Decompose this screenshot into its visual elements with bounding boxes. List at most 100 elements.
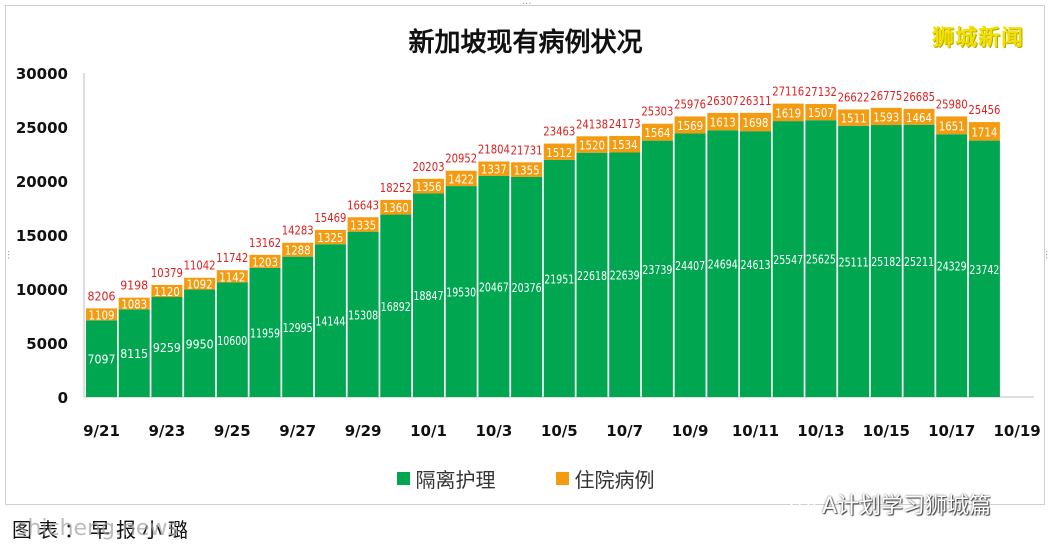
bar-hospitalized — [151, 284, 183, 298]
bar-hospitalized — [413, 178, 444, 194]
data-label-total: 15469 — [314, 211, 346, 225]
data-label-hospitalized: 1360 — [383, 201, 409, 215]
bar-hospitalized — [86, 308, 117, 321]
x-tick-label: 10/9 — [672, 422, 709, 440]
bar-isolation — [543, 159, 575, 397]
data-label-isolation: 19530 — [446, 286, 476, 300]
bar-isolation — [380, 214, 412, 397]
bar-isolation — [772, 121, 804, 397]
bar-isolation — [511, 176, 543, 397]
data-label-isolation: 9259 — [153, 341, 181, 355]
image-caption: 图表：早报小璐 — [12, 518, 194, 542]
data-label-hospitalized: 1520 — [579, 139, 605, 153]
wechat-watermark: A计划学习狮城篇 — [790, 488, 991, 520]
data-label-isolation: 22618 — [577, 269, 607, 283]
x-tick-label: 9/27 — [279, 422, 316, 440]
data-label-isolation: 16892 — [381, 300, 411, 314]
data-label-hospitalized: 1109 — [89, 308, 115, 322]
bar-hospitalized — [511, 162, 543, 177]
data-label-total: 25303 — [641, 105, 673, 119]
data-label-isolation: 25625 — [806, 253, 836, 267]
data-label-isolation: 22639 — [610, 269, 640, 283]
x-tick-label: 9/23 — [149, 422, 186, 440]
bar-isolation — [347, 231, 379, 397]
legend: 隔离护理 住院病例 — [0, 464, 1051, 493]
bar-isolation — [86, 320, 117, 397]
data-label-isolation: 25547 — [773, 253, 803, 267]
y-tick-label: 25000 — [16, 119, 68, 137]
bar-hospitalized — [576, 136, 608, 153]
data-label-total: 10379 — [151, 266, 183, 280]
bar-isolation — [609, 152, 641, 397]
legend-label-isolation: 隔离护理 — [415, 468, 496, 492]
y-tick-label: 20000 — [16, 173, 68, 191]
bar-hospitalized — [838, 109, 870, 126]
watermark-logo-text: 狮城新闻 — [932, 26, 1025, 51]
caption-overlay-watermark: shicheng.news — [16, 516, 179, 541]
resize-handle-right[interactable]: ··· — [1040, 250, 1051, 260]
data-label-total: 26307 — [707, 94, 739, 108]
x-tick-label: 10/17 — [928, 422, 975, 440]
data-label-hospitalized: 1507 — [808, 106, 834, 120]
data-label-hospitalized: 1120 — [154, 285, 180, 299]
bar-isolation — [478, 175, 510, 397]
data-label-hospitalized: 1593 — [873, 110, 899, 124]
bar-isolation — [903, 124, 935, 398]
data-label-hospitalized: 1613 — [710, 116, 736, 130]
data-label-hospitalized: 1092 — [187, 278, 213, 292]
bar-hospitalized — [805, 103, 837, 121]
data-label-hospitalized: 1337 — [481, 163, 507, 177]
bar-isolation — [282, 256, 314, 397]
x-tick-label: 10/13 — [797, 422, 844, 440]
bar-isolation — [740, 131, 771, 397]
bar-hospitalized — [740, 112, 771, 132]
bar-isolation — [576, 152, 608, 397]
data-label-total: 13162 — [249, 236, 281, 250]
data-label-total: 26685 — [903, 90, 935, 104]
data-label-isolation: 14144 — [315, 315, 345, 329]
data-label-hospitalized: 1511 — [841, 112, 867, 126]
data-label-hospitalized: 1203 — [252, 255, 278, 269]
y-tick-label: 10000 — [16, 281, 68, 299]
data-label-total: 24173 — [609, 117, 641, 131]
x-tick-label: 10/15 — [863, 422, 910, 440]
data-label-total: 25980 — [936, 97, 968, 111]
legend-item-isolation: 隔离护理 — [396, 464, 496, 493]
data-label-isolation: 20467 — [479, 280, 509, 294]
bar-isolation — [674, 133, 706, 397]
data-label-isolation: 15308 — [348, 308, 378, 322]
data-label-total: 14283 — [282, 224, 314, 238]
data-label-total: 9198 — [120, 279, 148, 293]
data-label-total: 11042 — [184, 259, 216, 273]
data-label-isolation: 7097 — [88, 353, 116, 367]
data-label-isolation: 25182 — [871, 255, 901, 269]
y-tick-label: 30000 — [16, 65, 68, 83]
bar-hospitalized — [184, 277, 216, 290]
bar-hospitalized — [968, 122, 1000, 141]
data-label-hospitalized: 1335 — [350, 218, 376, 232]
bar-hospitalized — [445, 170, 477, 187]
resize-handle-left[interactable]: ··· — [2, 250, 13, 260]
data-label-total: 11742 — [216, 251, 248, 265]
bar-hospitalized — [282, 242, 314, 257]
y-tick-label: 0 — [58, 389, 68, 407]
y-tick-label: 5000 — [26, 335, 68, 353]
data-label-hospitalized: 1619 — [775, 106, 801, 120]
x-tick-label: 10/3 — [476, 422, 513, 440]
bar-isolation — [151, 297, 183, 397]
data-label-isolation: 20376 — [512, 281, 542, 295]
data-label-isolation: 11959 — [250, 326, 280, 340]
data-label-hospitalized: 1569 — [677, 119, 703, 133]
data-label-isolation: 24694 — [708, 258, 738, 272]
data-label-isolation: 10600 — [217, 334, 247, 348]
resize-handle-top[interactable]: ··· — [522, 0, 532, 10]
data-label-isolation: 24407 — [675, 259, 705, 273]
data-label-isolation: 23739 — [642, 263, 672, 277]
bar-hospitalized — [478, 161, 510, 176]
bar-hospitalized — [609, 135, 641, 153]
data-label-isolation: 8115 — [120, 347, 148, 361]
legend-swatch-isolation — [396, 472, 410, 485]
data-label-total: 21731 — [511, 143, 543, 157]
bar-hospitalized — [641, 123, 673, 141]
bar-hospitalized — [347, 217, 379, 232]
